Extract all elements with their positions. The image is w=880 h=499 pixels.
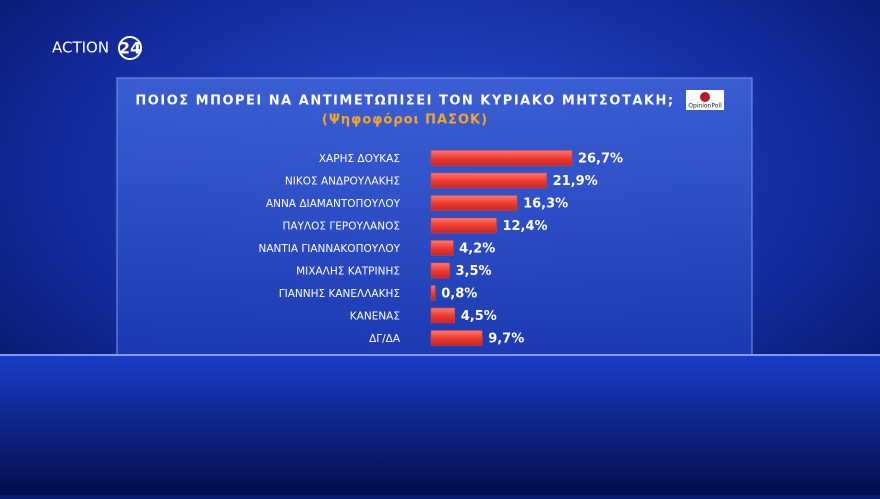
value-label: 3,5% [455,264,491,279]
bar [430,262,450,279]
bar [430,150,573,166]
value-label: 4,2% [459,242,495,257]
bar [430,217,497,234]
category-label: ΓΙΑΝΝΗΣ ΚΑΝΕΛΛΑΚΗΣ [279,288,400,300]
value-label: 0,8% [441,287,477,302]
bar [430,195,518,211]
channel-logo: ACTION [52,39,109,57]
floor [0,355,880,495]
bar [430,307,456,324]
bar [430,172,547,189]
value-label: 4,5% [461,309,497,324]
value-label: 26,7% [578,152,623,167]
category-label: ΚΑΝΕΝΑΣ [350,311,400,323]
chart-title: ΠΟΙΟΣ ΜΠΟΡΕΙ ΝΑ ΑΝΤΙΜΕΤΩΠΙΣΕΙ ΤΟΝ ΚΥΡΙΑΚ… [135,94,674,109]
logo-ring [118,36,142,60]
category-label: ΝΙΚΟΣ ΑΝΔΡΟΥΛΑΚΗΣ [285,176,400,188]
bar [430,330,483,346]
bar [430,240,454,256]
category-label: ΑΝΝΑ ΔΙΑΜΑΝΤΟΠΟΥΛΟΥ [266,198,401,210]
pollster-logo: OpinionPoll [688,103,722,110]
category-label: ΧΑΡΗΣ ΔΟΥΚΑΣ [319,153,400,165]
value-label: 16,3% [523,197,568,212]
bar [430,285,436,301]
value-label: 21,9% [553,174,598,189]
category-label: ΠΑΥΛΟΣ ΓΕΡΟΥΛΑΝΟΣ [282,221,400,233]
category-label: ΔΓ/ΔΑ [369,333,401,345]
category-label: ΝΑΝΤΙΑ ΓΙΑΝΝΑΚΟΠΟΥΛΟΥ [258,243,400,255]
chart-subtitle: (Ψηφοφόροι ΠΑΣΟΚ) [322,113,488,128]
category-label: ΜΙΧΑΛΗΣ ΚΑΤΡΙΝΗΣ [296,266,400,278]
value-label: 12,4% [502,219,547,234]
value-label: 9,7% [488,332,524,347]
pollster-logo-mark [700,92,710,102]
channel-number: 24 [119,39,141,58]
